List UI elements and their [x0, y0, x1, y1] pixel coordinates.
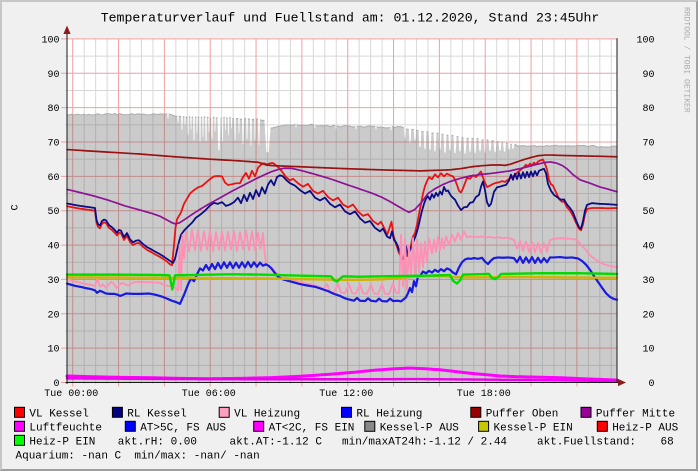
svg-text:20: 20: [47, 310, 59, 321]
svg-text:RL Kessel: RL Kessel: [127, 409, 186, 421]
svg-text:VL Heizung: VL Heizung: [234, 409, 300, 421]
svg-text:Kessel-P EIN: Kessel-P EIN: [494, 423, 573, 435]
svg-text:68: 68: [661, 437, 674, 449]
svg-text:min/maxAT24h:-1.12 / 2.44: min/maxAT24h:-1.12 / 2.44: [342, 437, 507, 449]
svg-text:0: 0: [53, 379, 59, 390]
svg-text:Aquarium: -nan C min/max: -na: Aquarium: -nan C min/max: -nan/ -nan: [16, 451, 260, 463]
svg-text:50: 50: [642, 207, 654, 218]
svg-text:Puffer Oben: Puffer Oben: [486, 409, 559, 421]
svg-text:akt.AT:-1.12 C: akt.AT:-1.12 C: [230, 437, 323, 449]
svg-text:Puffer Mitte: Puffer Mitte: [596, 409, 675, 421]
svg-text:C: C: [11, 204, 22, 210]
svg-text:20: 20: [642, 310, 654, 321]
svg-text:70: 70: [47, 139, 59, 150]
svg-text:Heiz-P EIN: Heiz-P EIN: [29, 437, 95, 449]
svg-text:30: 30: [47, 276, 59, 287]
svg-text:40: 40: [47, 242, 59, 253]
svg-text:AT<2C, FS EIN: AT<2C, FS EIN: [269, 423, 355, 435]
svg-text:80: 80: [642, 104, 654, 115]
svg-text:Kessel-P AUS: Kessel-P AUS: [380, 423, 460, 435]
svg-text:Tue 12:00: Tue 12:00: [319, 389, 373, 400]
svg-text:VL Kessel: VL Kessel: [29, 409, 88, 421]
svg-text:50: 50: [47, 207, 59, 218]
svg-text:Heiz-P AUS: Heiz-P AUS: [612, 423, 678, 435]
svg-text:60: 60: [642, 173, 654, 184]
svg-text:Luftfeuchte: Luftfeuchte: [29, 423, 102, 435]
svg-text:10: 10: [642, 345, 654, 356]
svg-text:10: 10: [47, 345, 59, 356]
svg-text:RL Heizung: RL Heizung: [356, 409, 422, 421]
svg-text:90: 90: [47, 70, 59, 81]
svg-text:Tue 06:00: Tue 06:00: [182, 389, 236, 400]
svg-text:40: 40: [642, 242, 654, 253]
svg-text:akt.Fuellstand:: akt.Fuellstand:: [537, 437, 636, 449]
svg-text:RRDTOOL / TOBI OETIKER: RRDTOOL / TOBI OETIKER: [682, 7, 691, 113]
svg-text:Tue 00:00: Tue 00:00: [44, 389, 98, 400]
svg-text:30: 30: [642, 276, 654, 287]
svg-text:90: 90: [642, 70, 654, 81]
svg-text:100: 100: [41, 35, 59, 46]
svg-text:Tue 18:00: Tue 18:00: [457, 389, 511, 400]
svg-text:100: 100: [636, 35, 654, 46]
svg-text:Temperaturverlauf und Fuellsta: Temperaturverlauf und Fuellstand am: 01.…: [101, 11, 600, 26]
svg-text:70: 70: [642, 139, 654, 150]
svg-text:akt.rH: 0.00: akt.rH: 0.00: [118, 437, 197, 449]
svg-text:0: 0: [648, 379, 654, 390]
svg-text:80: 80: [47, 104, 59, 115]
svg-text:60: 60: [47, 173, 59, 184]
svg-text:AT>5C, FS AUS: AT>5C, FS AUS: [140, 423, 226, 435]
